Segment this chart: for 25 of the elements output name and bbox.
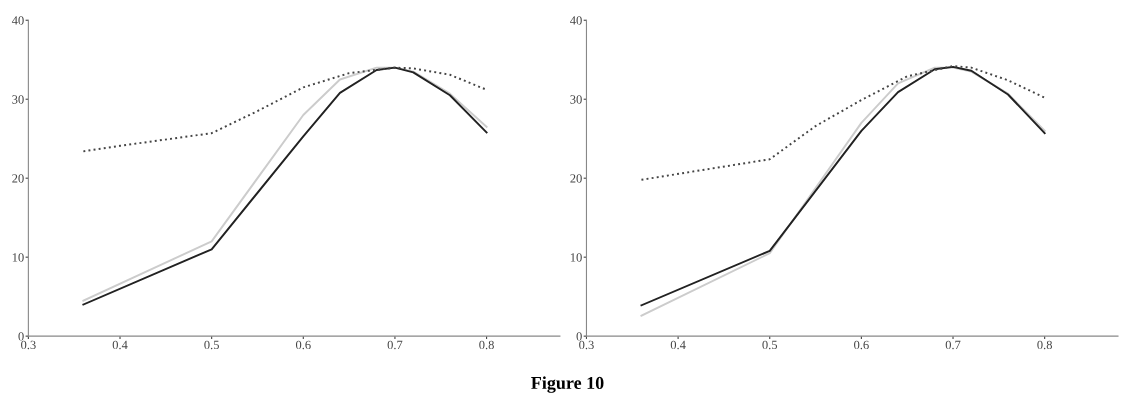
y-tick-label: 20	[12, 174, 24, 183]
x-tick-label: 0.7	[945, 340, 961, 350]
y-tick-label: 30	[12, 95, 24, 104]
x-tick-label: 0.5	[204, 340, 219, 350]
x-tick-label: 0.3	[579, 340, 594, 350]
y-tick-label: 10	[12, 253, 24, 262]
x-tick-label: 0.7	[387, 340, 403, 350]
caption: Figure 10	[531, 376, 604, 393]
line-series	[82, 66, 488, 153]
x-tick-label: 0.6	[295, 340, 311, 350]
y-tick-label: 20	[570, 174, 582, 183]
x-tick-label: 0.8	[1037, 340, 1052, 350]
x-tick-label: 0.4	[670, 340, 686, 350]
x-tick-label: 0.5	[762, 340, 778, 350]
x-tick-label: 0.4	[112, 340, 128, 350]
y-tick-label: 30	[570, 95, 582, 104]
x-tick-label: 0.3	[21, 340, 36, 350]
y-tick-label: 0	[18, 332, 24, 341]
line-series	[640, 65, 1046, 181]
y-tick-label: 40	[570, 16, 582, 25]
x-tick-label: 0.6	[854, 340, 869, 350]
y-tick-label: 40	[11, 16, 24, 25]
y-tick-label: 0	[576, 332, 582, 341]
y-tick-label: 10	[570, 253, 582, 262]
x-tick-label: 0.8	[479, 340, 494, 350]
